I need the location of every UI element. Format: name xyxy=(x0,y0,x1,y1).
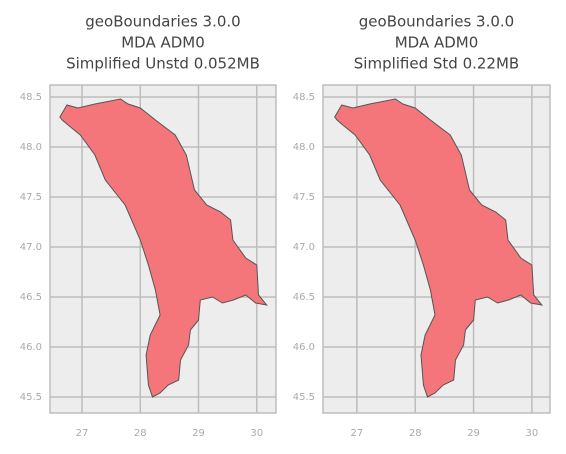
chart-title: MDA ADM0 xyxy=(395,34,479,52)
y-tick-label: 48.5 xyxy=(293,92,315,103)
x-tick-label: 30 xyxy=(250,428,263,439)
x-tick-label: 27 xyxy=(76,428,89,439)
chart-title: Simplified Unstd 0.052MB xyxy=(66,55,260,73)
chart-title: geoBoundaries 3.0.0 xyxy=(359,13,514,31)
x-tick-label: 29 xyxy=(467,428,480,439)
y-tick-label: 45.5 xyxy=(20,392,42,403)
country-boundary xyxy=(334,98,544,398)
y-tick-label: 46.0 xyxy=(293,342,315,353)
y-tick-label: 47.0 xyxy=(293,242,315,253)
y-tick-label: 46.0 xyxy=(20,342,42,353)
chart-title: Simplified Std 0.22MB xyxy=(354,55,519,73)
chart-title: MDA ADM0 xyxy=(121,34,205,52)
y-tick-label: 48.0 xyxy=(20,142,42,153)
y-tick-label: 45.5 xyxy=(293,392,315,403)
x-tick-label: 27 xyxy=(350,428,363,439)
y-tick-label: 48.0 xyxy=(293,142,315,153)
x-tick-label: 30 xyxy=(526,428,539,439)
country-boundary xyxy=(59,98,268,398)
x-tick-label: 28 xyxy=(134,428,147,439)
chart-title: geoBoundaries 3.0.0 xyxy=(85,13,240,31)
y-tick-label: 47.0 xyxy=(20,242,42,253)
x-tick-label: 29 xyxy=(192,428,205,439)
x-tick-label: 28 xyxy=(409,428,422,439)
y-tick-label: 48.5 xyxy=(20,92,42,103)
y-tick-label: 47.5 xyxy=(293,192,315,203)
y-tick-label: 47.5 xyxy=(20,192,42,203)
y-tick-label: 46.5 xyxy=(293,292,315,303)
y-tick-label: 46.5 xyxy=(20,292,42,303)
